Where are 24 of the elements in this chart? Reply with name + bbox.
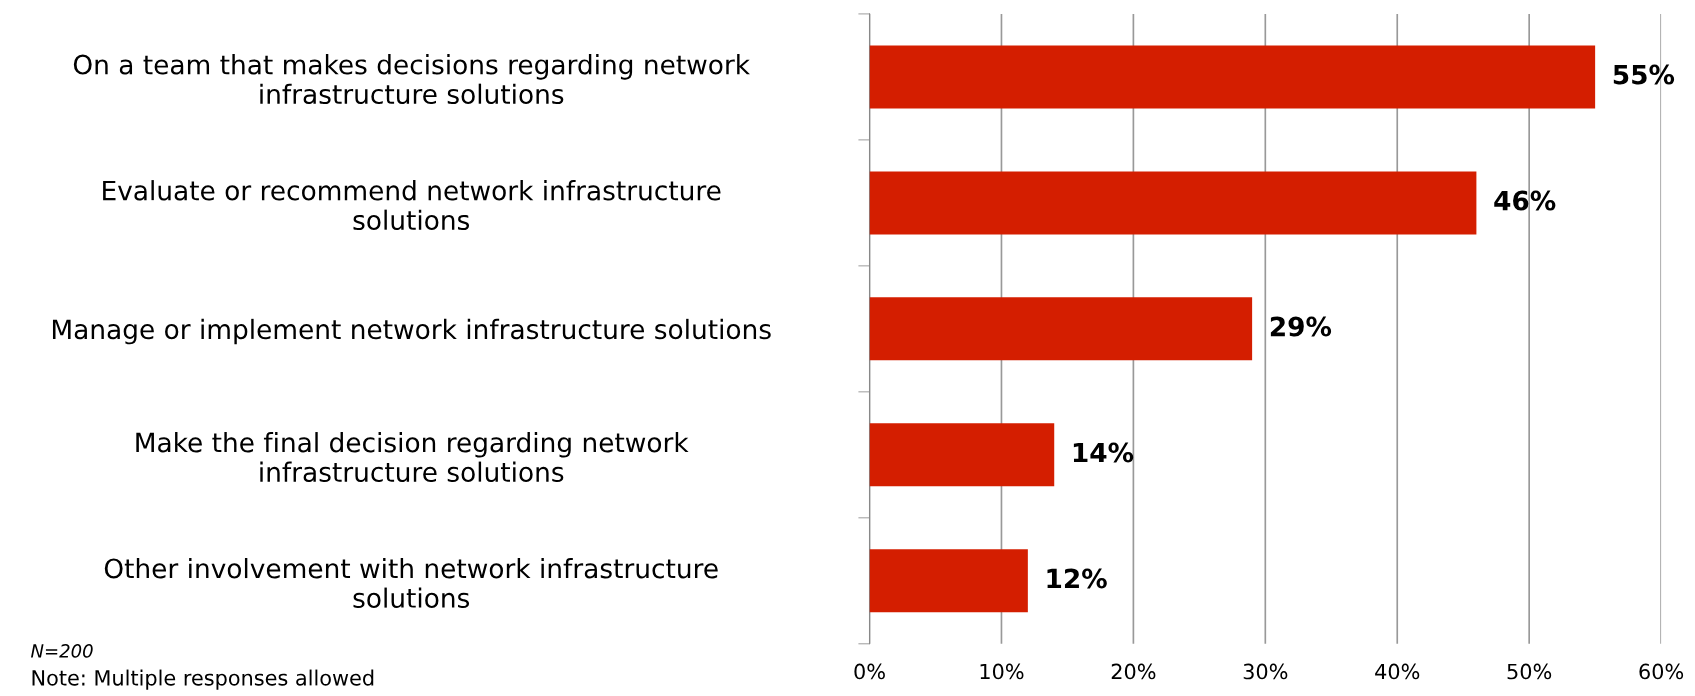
y-tick-label: Other involvement with network infrastructure solutions xyxy=(104,558,718,608)
y-tick-label: Manage or implement network infrastructure solutions xyxy=(52,318,771,345)
x-tick-label: 60% xyxy=(1639,663,1684,680)
bar xyxy=(869,45,1596,109)
y-tick-label: Evaluate or recommend network infrastructure solutions xyxy=(103,180,721,231)
y-tick-label: On a team that makes decisions regarding network infrastructure solutions xyxy=(73,54,750,105)
x-tick-label: 30% xyxy=(1243,663,1288,680)
x-tick-label: 20% xyxy=(1111,663,1156,680)
bar xyxy=(869,549,1028,613)
bar xyxy=(869,423,1055,487)
bar xyxy=(869,171,1477,235)
text: N=200 xyxy=(31,644,93,658)
data-label: 29% xyxy=(1270,316,1332,337)
y-tick-label: Make the final decision regarding network infrastructure solutions xyxy=(136,432,689,483)
x-tick-label: 10% xyxy=(980,663,1024,680)
x-tick-label: 50% xyxy=(1507,663,1552,680)
data-label: 14% xyxy=(1073,442,1134,463)
text: Note: Multiple responses allowed xyxy=(32,669,374,690)
x-tick-label: 40% xyxy=(1375,663,1420,680)
x-tick-label: 0% xyxy=(854,663,885,680)
bar xyxy=(869,297,1253,361)
data-label: 46% xyxy=(1494,190,1556,211)
data-label: 12% xyxy=(1047,568,1107,589)
data-label: 55% xyxy=(1613,64,1675,85)
